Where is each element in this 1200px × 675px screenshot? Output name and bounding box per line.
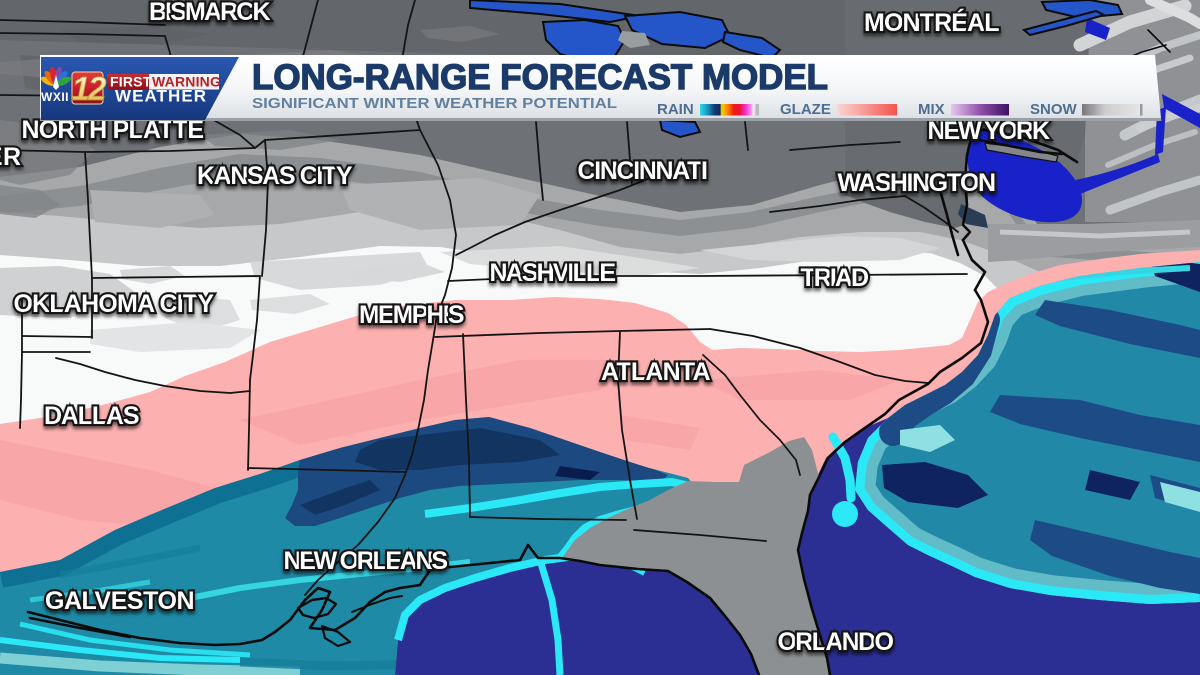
svg-text:DENVER: DENVER bbox=[0, 143, 22, 171]
svg-text:WXII: WXII bbox=[41, 90, 69, 104]
svg-text:MIX: MIX bbox=[918, 101, 945, 118]
svg-text:OKLAHOMA CITY: OKLAHOMA CITY bbox=[14, 290, 215, 318]
svg-text:WEATHER: WEATHER bbox=[115, 87, 207, 106]
svg-text:MEMPHIS: MEMPHIS bbox=[359, 301, 465, 329]
svg-text:SIGNIFICANT WINTER WEATHER POT: SIGNIFICANT WINTER WEATHER POTENTIAL bbox=[252, 96, 617, 112]
svg-text:WARNING: WARNING bbox=[152, 74, 221, 90]
svg-text:CINCINNATI: CINCINNATI bbox=[578, 157, 709, 185]
svg-text:KANSAS CITY: KANSAS CITY bbox=[197, 162, 353, 190]
svg-text:12: 12 bbox=[72, 70, 107, 107]
svg-text:BISMARCK: BISMARCK bbox=[149, 0, 271, 26]
svg-text:MONTRÉAL: MONTRÉAL bbox=[864, 8, 1000, 37]
svg-text:LONG-RANGE FORECAST MODEL: LONG-RANGE FORECAST MODEL bbox=[252, 58, 828, 97]
svg-text:NEW ORLEANS: NEW ORLEANS bbox=[284, 547, 449, 575]
svg-text:ORLANDO: ORLANDO bbox=[778, 628, 895, 656]
svg-text:FIRST: FIRST bbox=[110, 74, 152, 90]
svg-text:DALLAS: DALLAS bbox=[44, 402, 140, 430]
svg-text:WASHINGTON: WASHINGTON bbox=[838, 169, 997, 197]
svg-text:TRIAD: TRIAD bbox=[801, 264, 870, 292]
svg-text:RAIN: RAIN bbox=[657, 101, 694, 118]
svg-text:SNOW: SNOW bbox=[1030, 101, 1078, 118]
svg-text:NEW YORK: NEW YORK bbox=[928, 117, 1051, 145]
svg-text:GLAZE: GLAZE bbox=[780, 101, 831, 118]
svg-text:ATLANTA: ATLANTA bbox=[601, 358, 711, 386]
svg-text:GALVESTON: GALVESTON bbox=[45, 587, 195, 615]
svg-text:NASHVILLE: NASHVILLE bbox=[490, 259, 617, 287]
